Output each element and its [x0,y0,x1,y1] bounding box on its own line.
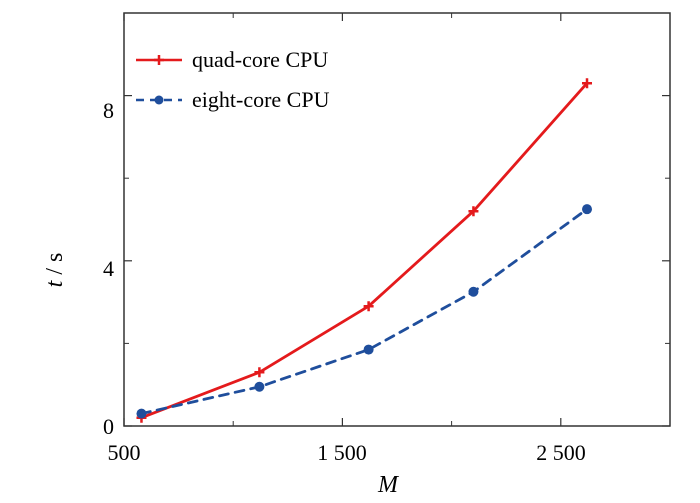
legend: quad-core CPU eight-core CPU [136,47,330,112]
y-tick-label-0: 0 [103,414,114,439]
x-axis-label: M [377,472,400,498]
y-axis-label-symbol: t [42,279,68,287]
x-tick-labels: 500 1 500 2 500 [108,440,586,465]
legend-label-quad-core: quad-core CPU [192,47,328,72]
data-point-eight-core-cpu [254,381,265,392]
plot-frame [123,12,671,427]
x-tick-label-2500: 2 500 [536,440,586,465]
data-point-quad-core-cpu [254,367,265,378]
data-point-eight-core-cpu [468,286,479,297]
legend-label-eight-core: eight-core CPU [192,87,330,112]
legend-marker-quad-core [154,55,164,65]
y-axis-label: t / s [42,253,68,288]
data-point-quad-core-cpu [582,78,593,89]
data-point-eight-core-cpu [582,204,593,215]
legend-marker-eight-core [154,95,164,105]
y-tick-label-4: 4 [103,256,114,281]
y-tick-label-8: 8 [103,98,114,123]
y-tick-labels: 0 4 8 [103,98,114,439]
y-axis-label-unit: / s [42,253,68,281]
data-point-quad-core-cpu [468,206,479,217]
x-tick-label-1500: 1 500 [317,440,367,465]
plot-area [124,13,670,426]
data-point-quad-core-cpu [363,301,374,312]
data-point-eight-core-cpu [136,408,147,419]
x-tick-label-500: 500 [108,440,141,465]
series-layer [136,78,593,423]
series-line-eight-core-cpu [140,207,589,416]
data-point-eight-core-cpu [363,344,374,355]
